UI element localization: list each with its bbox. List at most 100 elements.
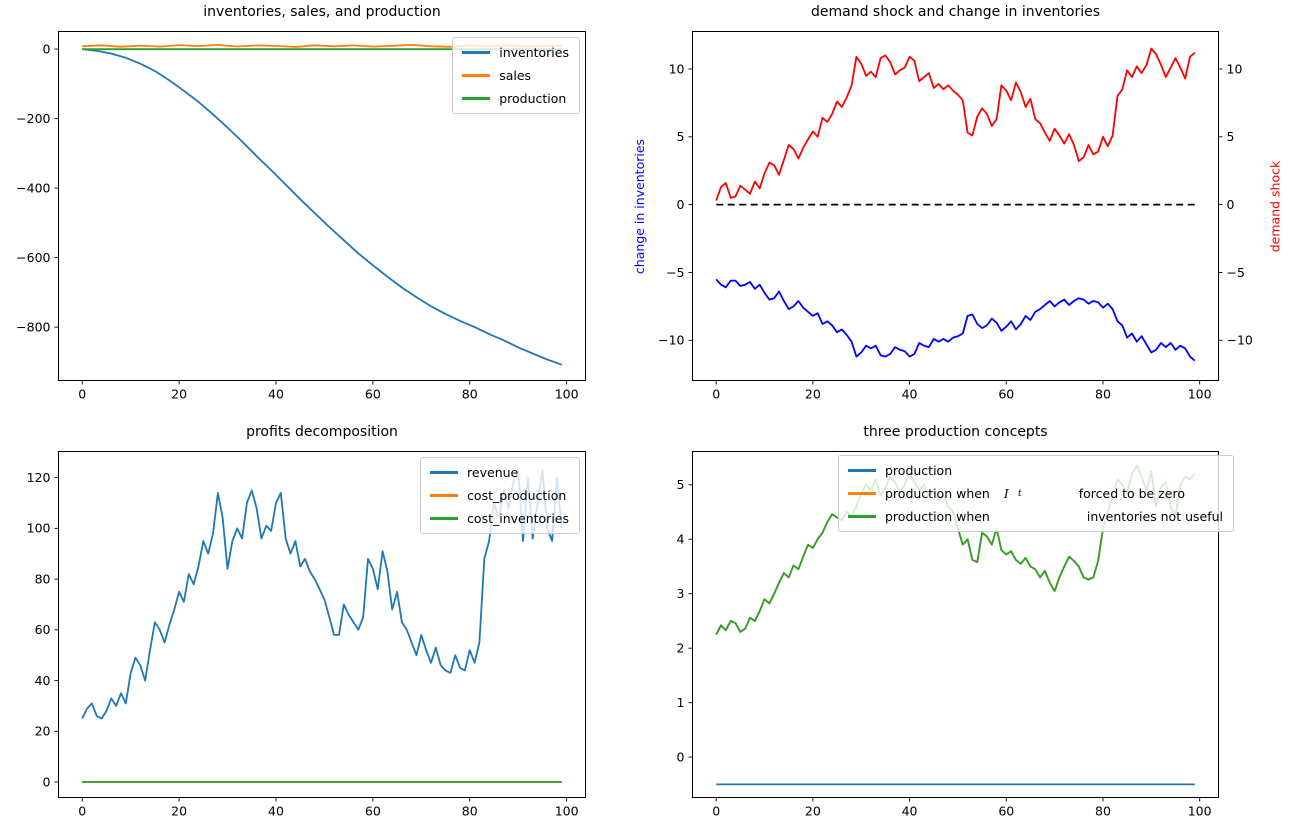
y-tick-label: 2 [677,640,685,655]
y-tick-label: 0 [43,41,51,56]
legend-label: sales [499,68,532,83]
y-tick-label: −10 [658,333,684,348]
chart-title: inventories, sales, and production [203,4,441,20]
y-tick-label: 0 [677,749,685,764]
y-tick-label-right: 5 [1227,129,1235,144]
axes-canvas: 0 20 40 60 80 100 0 −200 −400 −600 −800 [16,31,586,402]
y-tick-label: 60 [35,622,51,637]
y-tick-label: 80 [35,571,51,586]
axes-frame [58,31,586,381]
legend-label: production [499,91,567,106]
y-tick-label-right: −5 [1227,265,1245,280]
x-tick-label: 20 [171,804,187,819]
legend-entry: inventories [462,45,569,60]
y-tick-label: −200 [16,111,50,126]
y-tick-label-right: 10 [1227,61,1243,76]
y-tick-label-right: −10 [1227,333,1253,348]
chart-title: three production concepts [863,424,1048,440]
y-axis-label-right-text: demand shock [1267,160,1283,252]
legend-label: cost_inventories [467,511,569,526]
axes-frame [58,451,586,798]
subplot-demand-shock-change-inventories: demand shock and change in inventories c… [633,4,1283,402]
legend-entry: sales [462,68,569,83]
series-line [715,278,1196,362]
y-tick-label: 20 [35,724,51,739]
x-tick-label: 80 [462,387,478,402]
x-tick-label: 60 [998,387,1014,402]
legend-swatch [430,471,459,474]
math-variable: I [1003,486,1009,501]
axes-canvas: 0 20 40 60 80 100 10 5 0 −5 −10 10 5 0 −5 −10 [658,31,1253,402]
x-tick-label: 100 [555,387,579,402]
y-axis-label-left: change in inventories [630,31,650,381]
y-tick-label: −600 [16,250,50,265]
legend-swatch [430,517,459,520]
y-tick-label: 5 [677,477,685,492]
x-tick-label: 100 [1188,387,1212,402]
x-tick-label: 60 [998,804,1014,819]
x-tick-label: 80 [1095,804,1111,819]
x-tick-label: 40 [268,804,284,819]
y-tick-label: −800 [16,319,50,334]
x-tick-label: 20 [805,387,821,402]
legend-swatch [430,494,459,497]
legend-swatch [462,51,491,54]
x-tick-label: 0 [712,804,720,819]
y-axis-label-right: demand shock [1265,31,1285,381]
x-tick-label: 0 [78,804,86,819]
subplot-profits-decomposition: profits decomposition 0 20 40 60 80 100 120 100… [27,424,586,819]
series-line [81,469,563,720]
y-tick-label: −5 [666,265,684,280]
legend-swatch [848,469,876,472]
y-tick-label: 10 [669,61,685,76]
legend-label: inventories [499,45,569,60]
y-tick-label: 0 [43,774,51,789]
legend-swatch [462,97,491,100]
chart-title: profits decomposition [246,424,398,440]
legend-entry: production when inventories not useful [848,509,1223,524]
x-tick-label: 60 [365,387,381,402]
x-tick-label: 80 [1095,387,1111,402]
legend-swatch [462,74,491,77]
y-tick-label: 1 [677,695,685,710]
legend-entry: cost_production [430,488,569,503]
x-tick-label: 0 [78,387,86,402]
axes-frame [692,31,1219,381]
legend-swatch [848,492,876,495]
y-tick-label: 4 [677,532,685,547]
legend: revenue cost_production cost_inventories [420,457,580,534]
x-tick-label: 100 [555,804,579,819]
x-tick-label: 40 [902,387,918,402]
legend-entry: revenue [430,465,569,480]
x-tick-label: 80 [462,804,478,819]
subplot-three-production-concepts: three production concepts 0 20 40 60 80 100 5 4… [677,424,1234,819]
y-tick-label: 120 [27,470,51,485]
y-tick-label: 5 [677,129,685,144]
legend-entry: production [848,463,1223,478]
legend-entry: production [462,91,569,106]
x-tick-label: 20 [171,387,187,402]
y-tick-label: 3 [677,586,685,601]
y-tick-label: 0 [677,197,685,212]
x-tick-label: 60 [365,804,381,819]
axes-canvas: 0 20 40 60 80 100 120 100 80 60 40 20 0 [27,451,586,819]
axes-frame [692,451,1219,798]
legend-entry: cost_inventories [430,511,569,526]
math-subscript: t [1017,488,1022,499]
legend-label-right: inventories not useful [1086,509,1223,524]
x-tick-label: 20 [805,804,821,819]
y-tick-label: 100 [27,521,51,536]
x-tick-label: 0 [712,387,720,402]
y-tick-label: −400 [16,180,50,195]
legend-label: revenue [467,465,519,480]
legend-swatch [848,515,876,518]
subplot-inventories-sales-production: inventories, sales, and production 0 20 40… [16,4,586,402]
y-tick-label-right: 0 [1227,197,1235,212]
series-line [82,48,563,366]
x-tick-label: 40 [268,387,284,402]
chart-title: demand shock and change in inventories [810,4,1101,20]
x-tick-label: 100 [1188,804,1212,819]
